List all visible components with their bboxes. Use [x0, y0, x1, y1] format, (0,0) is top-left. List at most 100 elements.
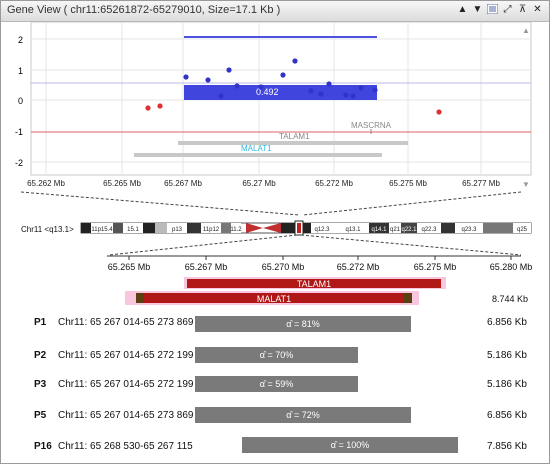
- svg-text:p13: p13: [172, 227, 183, 233]
- data-point: [350, 93, 356, 99]
- x-tick-label: 65.265 Mb: [103, 179, 141, 188]
- x-tick-label: 65.267 Mb: [164, 179, 202, 188]
- svg-text:15.1: 15.1: [127, 227, 139, 233]
- alpha-bar[interactable]: α̂ = 72%: [195, 407, 411, 423]
- x-tick-label: 65.262 Mb: [27, 179, 65, 188]
- svg-text:q22.3: q22.3: [421, 227, 437, 233]
- svg-text:q25: q25: [517, 227, 528, 233]
- data-point: [343, 92, 349, 98]
- gene-view-canvas: ▲ 2 1 0 -1 -2 0.492: [15, 22, 533, 305]
- chromosome-label: Chr11 <q13.1>: [21, 225, 74, 234]
- triangle-up-icon[interactable]: ▲: [457, 4, 468, 15]
- gene-bar-talam1-track[interactable]: [187, 279, 441, 288]
- red-points: [145, 103, 442, 115]
- track-x-tick-label: 65.272 Mb: [337, 262, 380, 272]
- scroll-up-icon[interactable]: ▲: [522, 26, 530, 35]
- pin-icon[interactable]: ⊼: [518, 4, 527, 15]
- data-point: [218, 93, 224, 99]
- gene-label-mascrna: MASCRNA: [351, 121, 392, 130]
- data-point: [318, 91, 324, 97]
- alpha-bar[interactable]: α̂ = 81%: [195, 316, 411, 332]
- zoom-guide-left: [20, 191, 300, 216]
- row-coords: Chr11: 65 267 014-65 272 199: [58, 379, 194, 390]
- svg-text:q14.1: q14.1: [371, 227, 387, 233]
- data-point: [358, 85, 364, 91]
- svg-text:q21: q21: [390, 227, 401, 233]
- track-x-tick-label: 65.270 Mb: [262, 262, 305, 272]
- zoom-guide-left-lower: [108, 234, 298, 256]
- row-label: P3: [34, 379, 47, 390]
- row-label: P5: [34, 410, 47, 421]
- row-size: 6.856 Kb: [486, 410, 527, 421]
- gene-size-malat1: 8.744 Kb: [492, 294, 528, 304]
- zoom-guide-right: [302, 191, 522, 216]
- data-point: [292, 58, 298, 64]
- track-x-tick-label: 65.275 Mb: [414, 262, 457, 272]
- gene-label-talam1-track: TALAM1: [297, 279, 331, 289]
- y-tick-label: -1: [15, 127, 23, 137]
- gene-bar-malat1-track[interactable]: [136, 293, 412, 303]
- x-tick-label: 65.275 Mb: [389, 179, 427, 188]
- data-point: [226, 67, 232, 73]
- gene-label-talam1: TALAM1: [279, 132, 310, 141]
- row-size: 5.186 Kb: [486, 379, 527, 390]
- svg-text:11.2: 11.2: [230, 227, 242, 233]
- y-tick-label: 0: [18, 96, 23, 106]
- row-coords: Chr11: 65 267 014-65 273 869: [58, 410, 194, 421]
- data-point: [326, 81, 332, 87]
- restore-icon[interactable]: ⤢: [503, 4, 512, 15]
- data-point: [258, 84, 264, 90]
- svg-text:q13.1: q13.1: [345, 227, 361, 233]
- segment-box[interactable]: [184, 85, 377, 100]
- data-point: [205, 77, 211, 83]
- row-label: P1: [34, 317, 47, 328]
- data-point: [436, 109, 442, 115]
- x-tick-label: 65.272 Mb: [315, 179, 353, 188]
- row-label: P2: [34, 350, 47, 361]
- gene-bar-malat1[interactable]: [134, 153, 382, 157]
- alpha-bar[interactable]: α̂ = 70%: [195, 347, 358, 363]
- alpha-bar[interactable]: α̂ = 100%: [242, 437, 458, 453]
- row-label: P16: [34, 441, 52, 452]
- track-axis: [107, 255, 521, 260]
- track-x-tick-label: 65.280 Mb: [490, 262, 533, 272]
- scroll-down-icon[interactable]: ▼: [522, 180, 530, 189]
- window-controls: ▲ ▼ ⤢ ⊼ ✕: [457, 3, 543, 16]
- row-size: 7.856 Kb: [486, 441, 527, 452]
- gene-label-malat1-track: MALAT1: [257, 294, 291, 304]
- chromosome-ideogram[interactable]: [80, 220, 532, 236]
- data-point: [372, 87, 378, 93]
- svg-text:q12.3: q12.3: [314, 227, 330, 233]
- y-tick-label: -2: [15, 158, 23, 168]
- gene-label-malat1: MALAT1: [241, 144, 272, 153]
- x-axis-ticks: 65.262 Mb 65.265 Mb 65.267 Mb 65.27 Mb 6…: [27, 179, 500, 188]
- window-title: Gene View ( chr11:65261872-65279010, Siz…: [7, 4, 281, 16]
- data-point: [145, 105, 151, 111]
- row-coords: Chr11: 65 268 530-65 267 115: [58, 441, 193, 452]
- data-point: [183, 74, 189, 80]
- row-coords: Chr11: 65 267 014-65 273 869: [58, 317, 194, 328]
- segment-value: 0.492: [256, 87, 279, 97]
- gene-end-right: [404, 293, 412, 303]
- data-point: [234, 83, 240, 89]
- x-tick-label: 65.277 Mb: [462, 179, 500, 188]
- triangle-down-icon[interactable]: ▼: [472, 4, 483, 15]
- track-x-tick-label: 65.267 Mb: [185, 262, 228, 272]
- blue-points: [183, 58, 378, 99]
- close-icon[interactable]: ✕: [533, 4, 542, 15]
- gene-bar-talam1[interactable]: [178, 141, 408, 145]
- y-tick-label: 2: [18, 35, 23, 45]
- title-bar: Gene View ( chr11:65261872-65279010, Siz…: [1, 1, 549, 22]
- y-tick-label: 1: [18, 66, 23, 76]
- svg-text:q23.3: q23.3: [461, 227, 477, 233]
- svg-text:11p15.4: 11p15.4: [91, 227, 113, 233]
- alpha-bar[interactable]: α̂ = 59%: [195, 376, 358, 392]
- gene-end-left: [136, 293, 144, 303]
- zoom-guide-right-lower: [300, 234, 522, 256]
- svg-text:11p12: 11p12: [203, 227, 220, 233]
- row-coords: Chr11: 65 267 014-65 272 199: [58, 350, 194, 361]
- row-size: 6.856 Kb: [486, 317, 527, 328]
- svg-text:q22.1: q22.1: [401, 227, 417, 233]
- menu-icon[interactable]: [486, 3, 499, 16]
